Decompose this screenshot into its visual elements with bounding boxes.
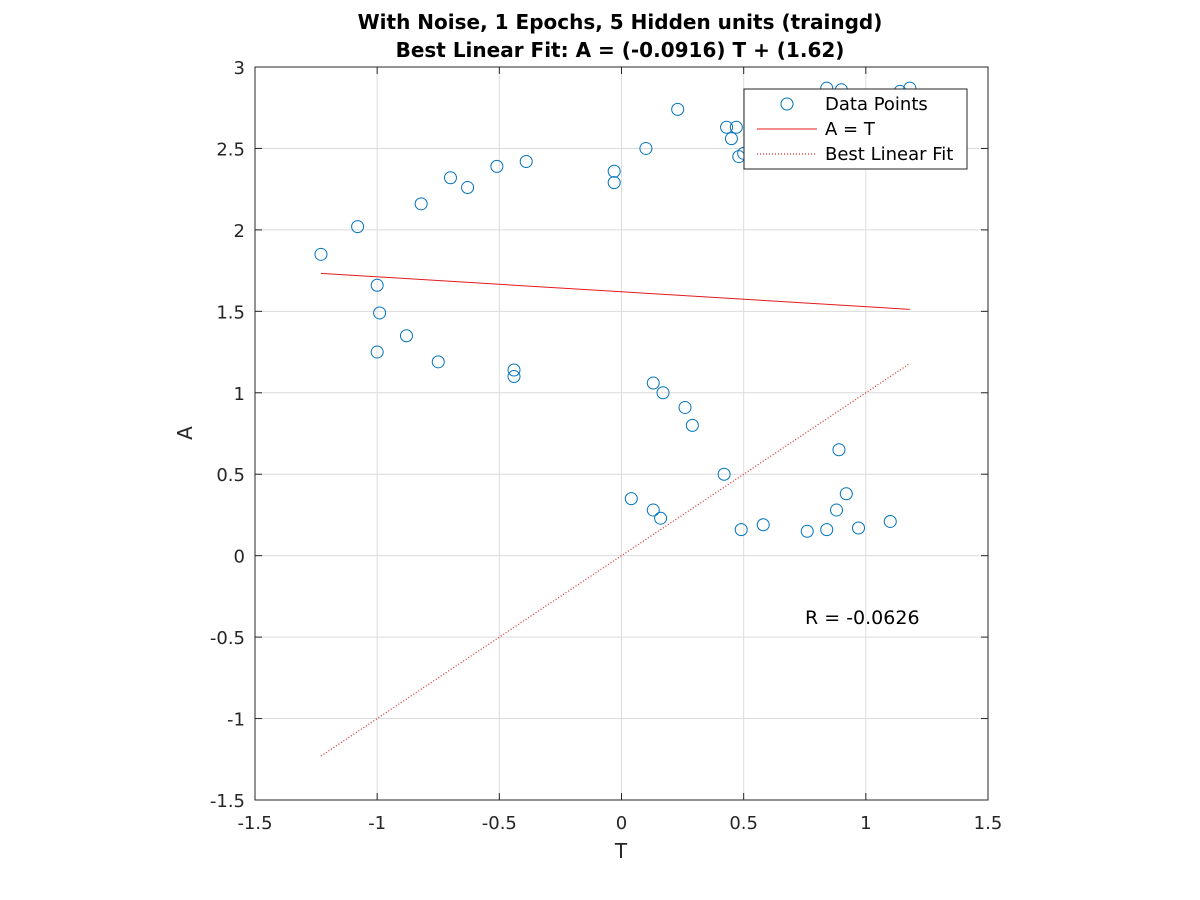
x-tick-label: -0.5 xyxy=(482,813,517,834)
y-tick-label: 1 xyxy=(234,384,245,405)
data-point xyxy=(852,521,866,535)
data-point xyxy=(734,523,748,537)
data-point xyxy=(490,159,504,173)
legend-label-identity: A = T xyxy=(825,119,876,140)
y-tick-labels: -1.5 -1 -0.5 0 0.5 1 1.5 2 2.5 3 xyxy=(210,58,245,812)
r-value-annotation: R = -0.0626 xyxy=(805,607,920,629)
legend-label-data-points: Data Points xyxy=(825,94,928,115)
x-tick-label: 0.5 xyxy=(729,813,758,834)
data-point xyxy=(351,220,365,234)
data-point xyxy=(607,176,621,190)
legend: Data Points A = T Best Linear Fit xyxy=(743,88,968,170)
data-point xyxy=(507,369,521,383)
data-point xyxy=(830,503,844,517)
data-point xyxy=(639,141,653,155)
legend-label-best-fit: Best Linear Fit xyxy=(825,144,953,165)
y-tick-label: 2.5 xyxy=(216,139,245,160)
data-point xyxy=(820,523,834,537)
data-point xyxy=(443,171,457,185)
data-point xyxy=(314,247,328,261)
data-point xyxy=(399,329,413,343)
best-fit-line xyxy=(320,362,911,757)
x-tick-label: 1.5 xyxy=(974,813,1003,834)
chart-subtitle: Best Linear Fit: A = (-0.0916) T + (1.62… xyxy=(396,38,845,62)
plot-area xyxy=(254,66,989,801)
identity-line xyxy=(320,272,910,310)
data-point xyxy=(671,102,685,116)
tick-marks xyxy=(254,66,989,801)
data-point xyxy=(624,492,638,506)
y-tick-label: 0 xyxy=(234,547,245,568)
data-point xyxy=(717,467,731,481)
legend-marker-data-points xyxy=(780,97,794,111)
data-point xyxy=(685,418,699,432)
data-point xyxy=(370,345,384,359)
data-point xyxy=(654,511,668,525)
y-tick-label: 1.5 xyxy=(216,302,245,323)
y-tick-label: -0.5 xyxy=(210,628,245,649)
data-point xyxy=(724,132,738,146)
chart-title: With Noise, 1 Epochs, 5 Hidden units (tr… xyxy=(358,10,883,34)
data-point xyxy=(414,197,428,211)
data-point xyxy=(646,503,660,517)
data-point xyxy=(800,524,814,538)
data-point xyxy=(756,518,770,532)
data-point xyxy=(431,355,445,369)
data-point xyxy=(883,514,897,528)
data-point xyxy=(656,386,670,400)
data-point xyxy=(678,400,692,414)
data-point xyxy=(519,154,533,168)
data-point xyxy=(839,487,853,501)
y-tick-label: 3 xyxy=(234,58,245,79)
x-axis-label: T xyxy=(614,839,628,863)
y-axis-label: A xyxy=(173,426,197,440)
data-point xyxy=(461,181,475,195)
x-tick-label: -1.5 xyxy=(237,813,272,834)
x-tick-label: -1 xyxy=(368,813,386,834)
y-tick-label: -1 xyxy=(227,710,245,731)
data-point xyxy=(370,278,384,292)
data-point xyxy=(832,443,846,457)
x-tick-label: 1 xyxy=(860,813,871,834)
data-point xyxy=(720,120,734,134)
data-point xyxy=(646,376,660,390)
x-tick-labels: -1.5 -1 -0.5 0 0.5 1 1.5 xyxy=(237,813,1002,834)
x-tick-label: 0 xyxy=(616,813,627,834)
y-tick-label: 2 xyxy=(234,221,245,242)
data-point xyxy=(729,120,743,134)
data-point xyxy=(507,363,521,377)
data-point xyxy=(607,164,621,178)
y-tick-label: 0.5 xyxy=(216,465,245,486)
y-tick-label: -1.5 xyxy=(210,791,245,812)
data-point xyxy=(373,306,387,320)
